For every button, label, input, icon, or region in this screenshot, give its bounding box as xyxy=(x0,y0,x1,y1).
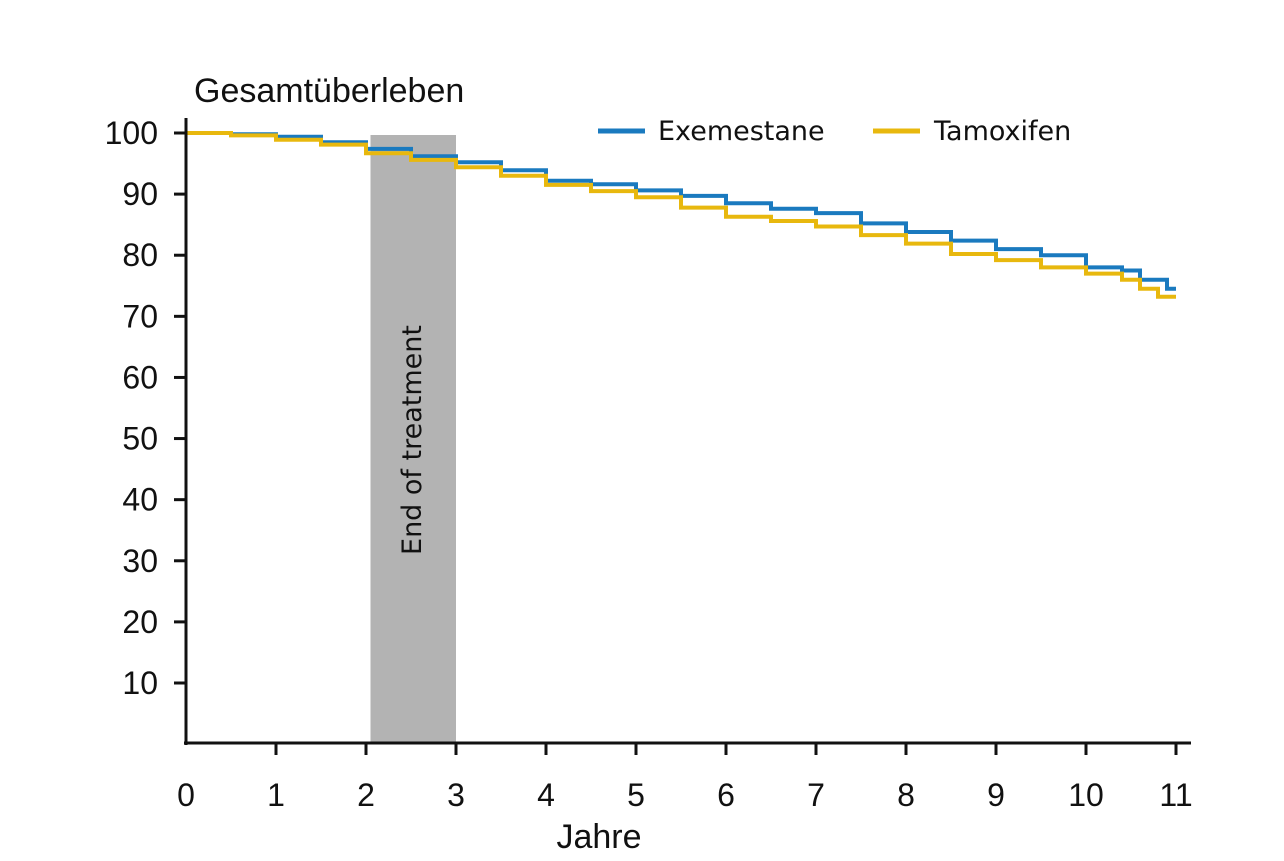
y-tick-label-30: 30 xyxy=(122,543,158,579)
y-tick-label-100: 100 xyxy=(105,115,158,151)
y-tick-label-10: 10 xyxy=(122,665,158,701)
y-axis-title: Gesamtüberleben xyxy=(194,72,464,110)
legend-label-tamoxifen: Tamoxifen xyxy=(933,116,1071,147)
x-axis-title: Jahre xyxy=(556,818,641,856)
x-tick-label-3: 3 xyxy=(447,777,465,813)
y-tick-label-80: 80 xyxy=(122,237,158,273)
axes xyxy=(174,118,1191,755)
y-tick-label-60: 60 xyxy=(122,359,158,395)
x-tick-label-5: 5 xyxy=(627,777,645,813)
y-tick-label-70: 70 xyxy=(122,298,158,334)
end-of-treatment-layer: End of treatment xyxy=(370,135,456,743)
series-lines xyxy=(186,131,1176,299)
x-tick-label-7: 7 xyxy=(807,777,825,813)
x-tick-label-9: 9 xyxy=(987,777,1005,813)
y-tick-label-50: 50 xyxy=(122,421,158,457)
legend-label-exemestane: Exemestane xyxy=(658,116,825,147)
end-of-treatment-band xyxy=(370,135,456,743)
legend: Exemestane Tamoxifen xyxy=(598,116,1071,147)
series-line-tamoxifen xyxy=(186,131,1176,299)
x-tick-label-11: 11 xyxy=(1159,777,1192,813)
x-tick-label-0: 0 xyxy=(177,777,195,813)
x-tick-label-4: 4 xyxy=(537,777,555,813)
x-tick-label-8: 8 xyxy=(897,777,915,813)
x-tick-label-2: 2 xyxy=(357,777,375,813)
end-of-treatment-label: End of treatment xyxy=(397,325,428,555)
x-tick-label-1: 1 xyxy=(267,777,285,813)
axis-labels: 10 20 30 40 50 60 70 80 90 100 0 1 2 3 4 5 6 7 8 9 10 11 xyxy=(105,115,1193,813)
y-tick-label-40: 40 xyxy=(122,482,158,518)
y-tick-label-90: 90 xyxy=(122,176,158,212)
x-tick-label-6: 6 xyxy=(717,777,735,813)
x-tick-label-10: 10 xyxy=(1068,777,1104,813)
y-tick-label-20: 20 xyxy=(122,604,158,640)
series-line-exemestane xyxy=(186,131,1176,291)
